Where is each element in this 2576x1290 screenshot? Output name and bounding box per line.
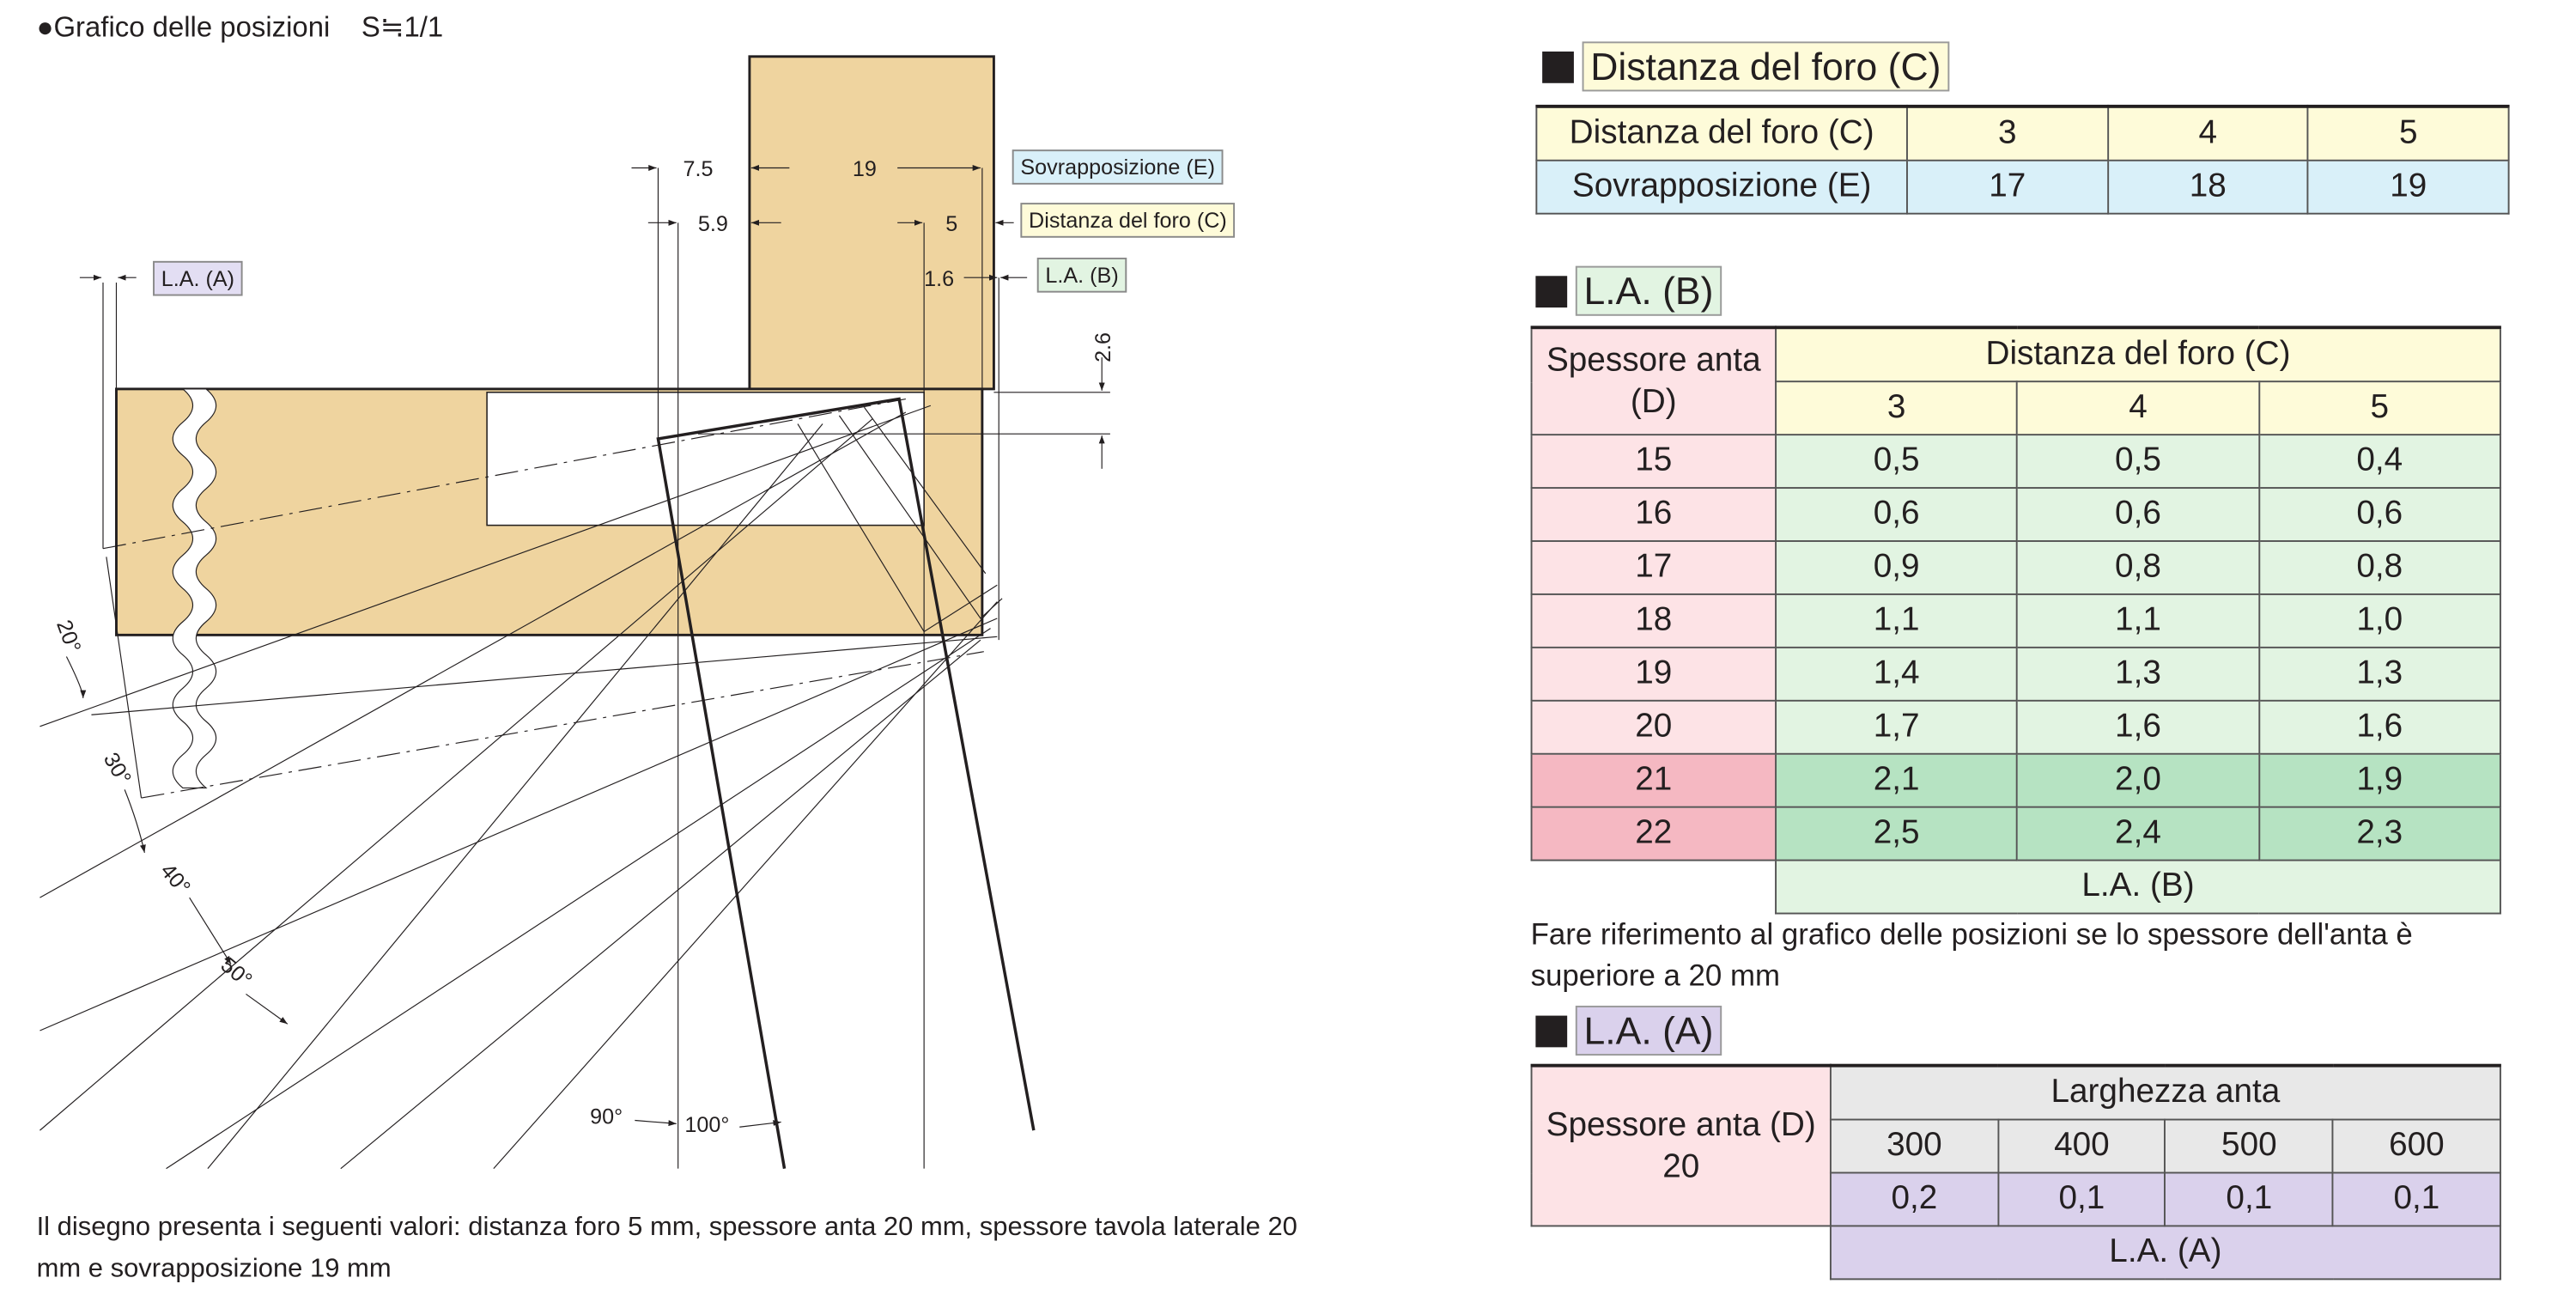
drawing-title: ●Grafico delle posizioni S≒1/1: [36, 11, 444, 44]
dim-1-6: 1.6: [924, 267, 954, 291]
la-b-value-cell: 2,0: [2016, 752, 2260, 808]
table-row: 17 0,9 0,8 0,8: [1530, 540, 2501, 595]
scale-label: S≒1/1: [361, 11, 444, 44]
la-b-value-cell: 2,3: [2257, 806, 2501, 861]
table-la-a: Spessore anta (D) 20 Larghezza anta 300 400…: [1530, 1064, 2501, 1281]
heading-la-b: L.A. (B): [1535, 265, 1722, 316]
door-open-outline: [656, 397, 1036, 1169]
angle-30: 30°: [99, 749, 136, 789]
door-thickness-cell: 21: [1530, 752, 1777, 808]
angle-100: 100°: [684, 1113, 729, 1137]
square-bullet-icon: [1542, 51, 1574, 82]
la-b-value-cell: 1,1: [1775, 593, 2019, 648]
door-thickness-cell: 20: [1530, 699, 1777, 755]
la-b-note: Fare riferimento al grafico delle posizi…: [1530, 917, 2413, 993]
la-b-value-cell: 2,5: [1775, 806, 2019, 861]
la-b-value-cell: 0,8: [2257, 540, 2501, 595]
la-b-value-cell: 1,3: [2016, 646, 2260, 702]
footnote: Il disegno presenta i seguenti valori: d…: [36, 1213, 1297, 1284]
square-bullet-icon: [1535, 1014, 1568, 1047]
table-row: 18 1,1 1,1 1,0: [1530, 593, 2501, 648]
square-bullet-icon: [1535, 275, 1568, 307]
dim-2-6: 2.6: [1091, 332, 1115, 362]
angle-20: 20°: [52, 617, 85, 655]
label-overlap-e: Sovrapposizione (E): [1012, 149, 1224, 185]
angle-50: 50°: [216, 953, 257, 993]
angle-90: 90°: [590, 1104, 623, 1129]
la-b-value-cell: 1,7: [1775, 699, 2019, 755]
dim-19: 19: [853, 157, 877, 181]
table-row: 16 0,6 0,6 0,6: [1530, 487, 2501, 542]
la-b-value-cell: 0,4: [2257, 434, 2501, 490]
door-thickness-cell: 15: [1530, 434, 1777, 490]
la-b-value-cell: 1,9: [2257, 752, 2501, 808]
table-row: 20 1,7 1,6 1,6: [1530, 699, 2501, 755]
la-b-value-cell: 1,6: [2257, 699, 2501, 755]
break-line: [172, 388, 217, 788]
label-hole-distance-c: Distanza del foro (C): [1020, 203, 1236, 238]
la-b-value-cell: 2,4: [2016, 806, 2260, 861]
la-b-footer: L.A. (B): [1775, 859, 2501, 915]
hinge-cup-recess: [486, 391, 925, 526]
la-b-value-cell: 0,9: [1775, 540, 2019, 595]
table-footer: L.A. (B): [1531, 859, 2501, 915]
la-b-value-cell: 0,6: [2257, 487, 2501, 542]
la-b-value-cell: 0,6: [1775, 487, 2019, 542]
door-thickness-cell: 19: [1530, 646, 1777, 702]
position-diagram: 7.5 19 5.9 5 1.6 2.6 20° 30° 40° 50° 90°…: [39, 55, 1115, 1170]
table-la-b: Spessore anta (D) Distanza del foro (C) 3…: [1530, 326, 2501, 915]
dim-7-5: 7.5: [683, 157, 713, 181]
la-b-value-cell: 1,3: [2257, 646, 2501, 702]
dim-5: 5: [945, 212, 957, 236]
door-thickness-cell: 17: [1530, 540, 1777, 595]
la-b-value-cell: 0,8: [2016, 540, 2260, 595]
la-b-value-cell: 0,6: [2016, 487, 2260, 542]
la-b-value-cell: 1,0: [2257, 593, 2501, 648]
door-thickness-cell: 22: [1530, 806, 1777, 861]
table-row: 21 2,1 2,0 1,9: [1530, 752, 2501, 808]
label-la-b: L.A. (B): [1036, 257, 1127, 293]
table-row: 15 0,5 0,5 0,4: [1530, 434, 2501, 490]
la-b-value-cell: 2,1: [1775, 752, 2019, 808]
heading-hole-distance: Distanza del foro (C): [1542, 41, 1950, 92]
la-b-value-cell: 1,1: [2016, 593, 2260, 648]
table-hole-distance: Distanza del foro (C) 3 4 5 Sovrapposizione…: [1535, 105, 2510, 215]
door-thickness-cell: 18: [1530, 593, 1777, 648]
door-thickness-cell: 16: [1530, 487, 1777, 542]
la-b-value-cell: 0,5: [1775, 434, 2019, 490]
dim-5-9: 5.9: [698, 212, 728, 236]
table-row: 19 1,4 1,3 1,3: [1530, 646, 2501, 702]
la-b-value-cell: 1,4: [1775, 646, 2019, 702]
angle-40: 40°: [155, 859, 195, 899]
heading-la-a: L.A. (A): [1535, 1005, 1722, 1056]
label-la-a: L.A. (A): [153, 260, 243, 296]
la-b-value-cell: 1,6: [2016, 699, 2260, 755]
la-b-value-cell: 0,5: [2016, 434, 2260, 490]
table-row: 22 2,5 2,4 2,3: [1530, 806, 2501, 861]
